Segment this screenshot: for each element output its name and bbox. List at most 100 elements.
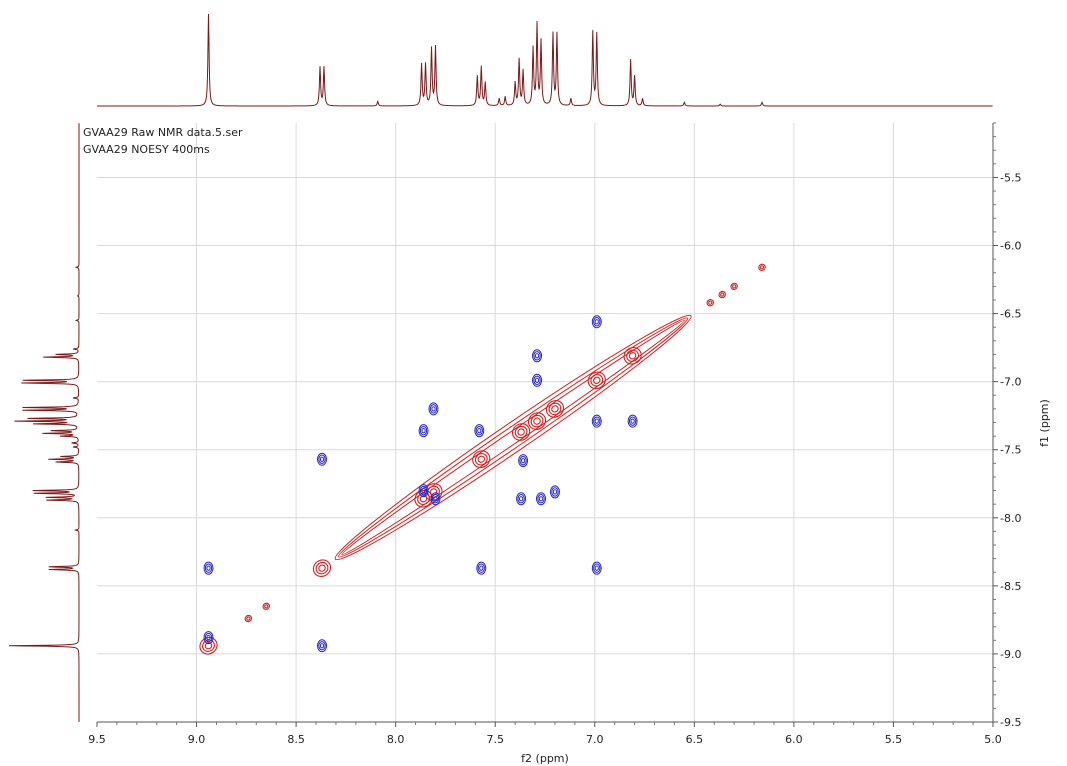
cross-peak xyxy=(433,496,438,502)
y-tick-label: -5.5 xyxy=(1000,171,1021,184)
cross-peak xyxy=(206,634,211,641)
diagonal-peak xyxy=(758,263,766,271)
y-axis-ticks: -5.5 -6.0 -6.5 -7.0 -7.5 -8.0 -8.5 -9.0 -9.5 xyxy=(993,122,1021,729)
diagonal-peak xyxy=(424,483,443,501)
diagonal-peaks xyxy=(199,263,766,655)
diagonal-peak xyxy=(732,284,737,289)
x-tick-label: 7.0 xyxy=(586,733,604,746)
info-line-1: GVAA29 Raw NMR data.5.ser xyxy=(83,126,243,139)
cross-peak xyxy=(537,494,545,504)
cross-peak xyxy=(591,315,602,329)
diagonal-peak xyxy=(246,616,251,621)
cross-peak xyxy=(593,416,601,426)
diagonal-peak xyxy=(548,402,562,416)
diagonal-peak xyxy=(545,400,565,418)
x-axis-ticks: 9.5 9.0 8.5 8.0 7.5 7.0 6.5 6.0 5.5 5.0 xyxy=(88,722,1002,746)
cross-peak xyxy=(204,563,213,573)
diagonal-peak xyxy=(262,602,271,610)
diagonal-peak xyxy=(477,455,486,463)
cross-peak xyxy=(418,424,429,438)
f1-projection-spectrum xyxy=(8,123,80,723)
cross-peak xyxy=(551,487,559,497)
cross-peak xyxy=(479,565,484,571)
diagonal-peak xyxy=(593,376,601,384)
diagonal-peak xyxy=(628,352,637,360)
cross-peak xyxy=(419,485,428,496)
diagonal-ridge-contour xyxy=(334,314,692,561)
diagonal-peak xyxy=(419,495,428,503)
cross-peak xyxy=(534,353,540,359)
cross-peak xyxy=(430,492,441,506)
diagonal-peak xyxy=(551,405,559,413)
diagonal-peak xyxy=(514,425,528,439)
x-tick-label: 8.0 xyxy=(387,733,405,746)
cross-peak xyxy=(421,487,426,494)
diagonal-peak xyxy=(706,299,715,307)
cross-peaks xyxy=(203,315,638,653)
f2-projection-line xyxy=(96,13,993,107)
cross-peak xyxy=(203,631,214,645)
diagonal-peak xyxy=(414,489,433,508)
y-tick-label: -9.0 xyxy=(1000,648,1021,661)
cross-peak xyxy=(591,414,602,428)
cross-peak xyxy=(593,317,601,327)
cross-peak xyxy=(552,489,558,495)
f2-projection-spectrum xyxy=(96,13,993,107)
diagonal-peak xyxy=(315,561,329,575)
diagonal-peak xyxy=(318,564,326,572)
x-axis-title: f2 (ppm) xyxy=(521,752,569,765)
cross-peak xyxy=(538,496,544,502)
diagonal-peak xyxy=(264,604,269,609)
cross-peak xyxy=(475,425,483,436)
y-tick-label: -9.5 xyxy=(1000,716,1021,729)
y-tick-label: -7.0 xyxy=(1000,376,1021,389)
y-tick-label: -6.5 xyxy=(1000,308,1021,321)
cross-peak xyxy=(533,375,541,385)
cross-peak xyxy=(520,457,526,464)
diagonal-peak xyxy=(474,453,488,466)
diagonal-peak xyxy=(530,414,544,428)
cross-peak xyxy=(594,565,599,571)
diagonal-peak xyxy=(759,265,765,270)
grid-lines xyxy=(97,123,993,722)
cross-peak xyxy=(203,561,214,575)
diagonal-ridge-contour xyxy=(341,319,685,556)
cross-peak xyxy=(630,418,635,424)
cross-peak xyxy=(536,492,547,506)
diagonal-peak xyxy=(718,290,726,299)
info-line-2: GVAA29 NOESY 400ms xyxy=(83,143,210,156)
cross-peak xyxy=(627,414,638,428)
x-tick-label: 9.5 xyxy=(88,733,106,746)
diagonal-peak xyxy=(626,349,640,363)
cross-peak xyxy=(532,373,543,387)
y-axis-title: f1 (ppm) xyxy=(1038,399,1051,447)
y-tick-label: -6.0 xyxy=(1000,240,1021,253)
diagonal-peak xyxy=(472,450,491,469)
diagonal-peak xyxy=(204,642,213,650)
cross-peak xyxy=(318,454,326,464)
cross-peak xyxy=(421,428,426,434)
x-tick-label: 8.5 xyxy=(287,733,305,746)
cross-peak xyxy=(628,416,637,426)
x-tick-label: 5.0 xyxy=(984,733,1002,746)
diagonal-peak xyxy=(312,559,332,577)
x-tick-label: 6.0 xyxy=(785,733,803,746)
diagonal-peak xyxy=(527,412,547,430)
diagonal-ridge-contour xyxy=(338,317,689,558)
cross-peak xyxy=(319,456,325,462)
cross-peak xyxy=(476,561,487,575)
cross-peak xyxy=(431,494,440,504)
cross-peak xyxy=(518,496,524,502)
cross-peak xyxy=(549,485,560,499)
cross-peak xyxy=(518,454,529,468)
cross-peak xyxy=(591,561,602,575)
diagonal-peak xyxy=(730,282,738,291)
cross-peak xyxy=(519,455,527,466)
cross-peak xyxy=(418,484,429,498)
cross-peak xyxy=(516,492,527,506)
cross-peak xyxy=(318,641,326,651)
cross-peak xyxy=(431,406,436,412)
cross-peak xyxy=(419,425,428,436)
cross-peak xyxy=(517,494,525,504)
x-tick-label: 5.5 xyxy=(885,733,903,746)
